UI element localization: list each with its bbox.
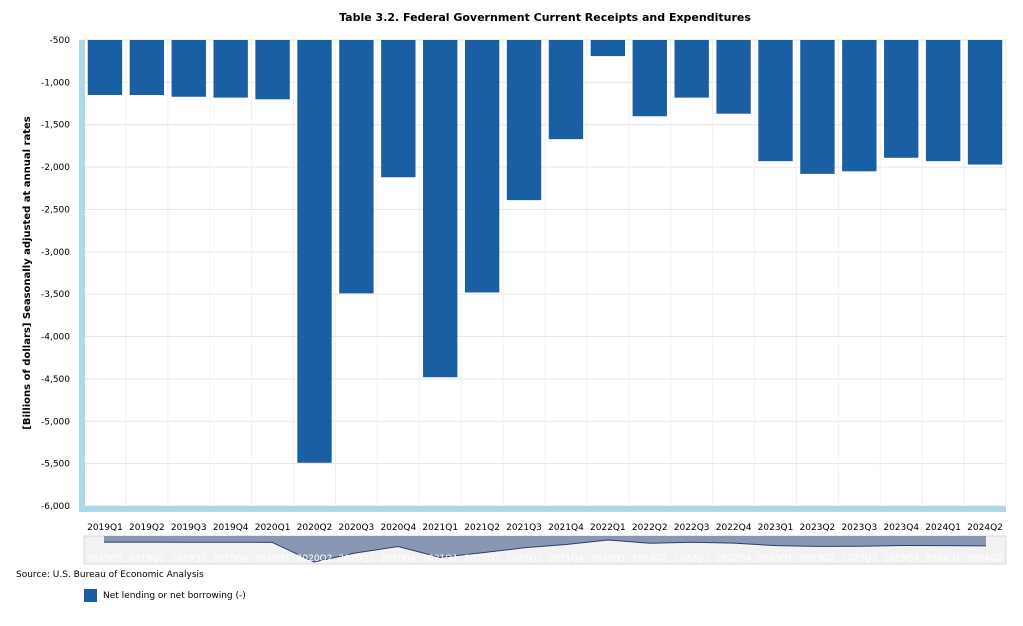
x-tick-label: 2023Q3 xyxy=(841,523,877,533)
navigator-tick-label: 2023Q1 xyxy=(758,554,794,564)
bar-2023Q2[interactable] xyxy=(800,40,835,174)
bar-2022Q4[interactable] xyxy=(716,40,751,114)
legend-swatch xyxy=(84,589,97,602)
bar-2020Q4[interactable] xyxy=(381,40,416,178)
navigator-tick-label: 2021Q4 xyxy=(548,554,584,564)
navigator-tick-label: 2021Q1 xyxy=(422,554,458,564)
x-tick-label: 2020Q2 xyxy=(297,523,333,533)
y-tick-label: -3,000 xyxy=(41,248,70,258)
x-tick-label: 2020Q4 xyxy=(380,523,416,533)
x-tick-label: 2021Q3 xyxy=(506,523,542,533)
navigator-line xyxy=(104,539,987,563)
navigator-tick-label: 2019Q1 xyxy=(87,554,123,564)
y-tick-label: -6,000 xyxy=(41,502,70,512)
navigator-tick-label: 2023Q2 xyxy=(800,554,836,564)
navigator-tick-label: 2020Q4 xyxy=(380,554,416,564)
x-tick-label: 2023Q1 xyxy=(758,523,794,533)
x-tick-label: 2019Q3 xyxy=(171,523,207,533)
bars xyxy=(87,40,1003,463)
x-tick-label: 2021Q4 xyxy=(548,523,584,533)
navigator-tick-label: 2021Q3 xyxy=(506,554,542,564)
y-tick-label: -5,000 xyxy=(41,417,70,427)
navigator-tick-label: 2024Q2 xyxy=(967,554,1003,564)
x-tick-label: 2023Q4 xyxy=(883,523,919,533)
navigator-tick-label: 2019Q4 xyxy=(213,554,249,564)
bar-2024Q1[interactable] xyxy=(925,40,961,162)
bar-2019Q3[interactable] xyxy=(171,40,206,97)
bar-2021Q3[interactable] xyxy=(506,40,542,201)
bar-2020Q3[interactable] xyxy=(339,40,374,294)
navigator-tick-label: 2019Q2 xyxy=(129,554,165,564)
navigator-tick-label: 2023Q4 xyxy=(883,554,919,564)
bar-2023Q4[interactable] xyxy=(884,40,919,158)
y-tick-label: -500 xyxy=(50,36,71,46)
navigator-tick-label: 2020Q1 xyxy=(255,554,291,564)
y-axis-line xyxy=(79,40,85,512)
x-tick-label: 2024Q1 xyxy=(925,523,961,533)
navigator-area xyxy=(104,536,986,562)
bar-2019Q4[interactable] xyxy=(213,40,248,98)
bar-2023Q1[interactable] xyxy=(758,40,793,162)
x-axis-ticks: 2019Q1 2019Q2 2019Q3 2019Q4 2020Q1 2020Q2 2020… xyxy=(87,523,1003,533)
x-tick-label: 2021Q1 xyxy=(422,523,458,533)
navigator-tick-label: 2021Q2 xyxy=(464,554,500,564)
legend-item[interactable]: Net lending or net borrowing (-) xyxy=(84,589,246,602)
bar-2022Q3[interactable] xyxy=(674,40,709,98)
x-tick-label: 2022Q2 xyxy=(632,523,668,533)
y-tick-label: -3,500 xyxy=(41,290,70,300)
navigator-tick-label: 2019Q3 xyxy=(171,554,207,564)
x-tick-label: 2023Q2 xyxy=(800,523,836,533)
x-tick-label: 2022Q3 xyxy=(674,523,710,533)
bar-2020Q1[interactable] xyxy=(255,40,290,100)
y-axis-label: [Billions of dollars] Seasonally adjuste… xyxy=(22,116,33,429)
x-tick-label: 2021Q2 xyxy=(464,523,500,533)
navigator-tick-label: 2020Q3 xyxy=(339,554,375,564)
bar-2019Q2[interactable] xyxy=(129,40,165,96)
y-tick-label: -4,000 xyxy=(41,333,70,343)
chart-title: Table 3.2. Federal Government Current Re… xyxy=(339,11,751,24)
navigator-tick-label: 2022Q3 xyxy=(674,554,710,564)
bar-2021Q2[interactable] xyxy=(464,40,500,293)
x-tick-label: 2022Q1 xyxy=(590,523,626,533)
y-axis-ticks: -500 -1,000 -1,500 -2,000 -2,500 -3,000 -3,500… xyxy=(41,36,70,512)
navigator-tick-label: 2023Q3 xyxy=(841,554,877,564)
bar-2021Q1[interactable] xyxy=(423,40,458,378)
x-tick-label: 2022Q4 xyxy=(716,523,752,533)
bar-2020Q2[interactable] xyxy=(297,40,332,463)
navigator[interactable]: 2019Q1 2019Q2 2019Q3 2019Q4 2020Q1 2020Q2 2020… xyxy=(83,535,1007,565)
legend-label: Net lending or net borrowing (-) xyxy=(103,590,246,601)
source-note: Source: U.S. Bureau of Economic Analysis xyxy=(16,570,204,580)
y-tick-label: -2,500 xyxy=(41,205,70,215)
x-tick-label: 2020Q3 xyxy=(339,523,375,533)
navigator-tick-label: 2020Q2 xyxy=(297,554,333,564)
bar-2023Q3[interactable] xyxy=(842,40,877,172)
navigator-tick-label: 2022Q2 xyxy=(632,554,668,564)
y-tick-label: -1,500 xyxy=(41,121,70,131)
x-tick-label: 2019Q2 xyxy=(129,523,165,533)
navigator-tick-label: 2022Q4 xyxy=(716,554,752,564)
navigator-tick-label: 2024Q1 xyxy=(925,554,961,564)
y-tick-label: -4,500 xyxy=(41,375,70,385)
y-tick-label: -2,000 xyxy=(41,163,70,173)
bar-2022Q2[interactable] xyxy=(632,40,667,117)
x-tick-label: 2020Q1 xyxy=(255,523,291,533)
bar-2019Q1[interactable] xyxy=(87,40,123,96)
y-tick-label: -5,500 xyxy=(41,460,70,470)
bar-2021Q4[interactable] xyxy=(548,40,584,140)
y-tick-label: -1,000 xyxy=(41,78,70,88)
navigator-tick-label: 2022Q1 xyxy=(590,554,626,564)
x-tick-label: 2024Q2 xyxy=(967,523,1003,533)
bar-2024Q2[interactable] xyxy=(967,40,1003,165)
bar-2022Q1[interactable] xyxy=(590,40,626,57)
x-tick-label: 2019Q1 xyxy=(87,523,123,533)
x-axis-line xyxy=(79,506,1006,512)
x-tick-label: 2019Q4 xyxy=(213,523,249,533)
